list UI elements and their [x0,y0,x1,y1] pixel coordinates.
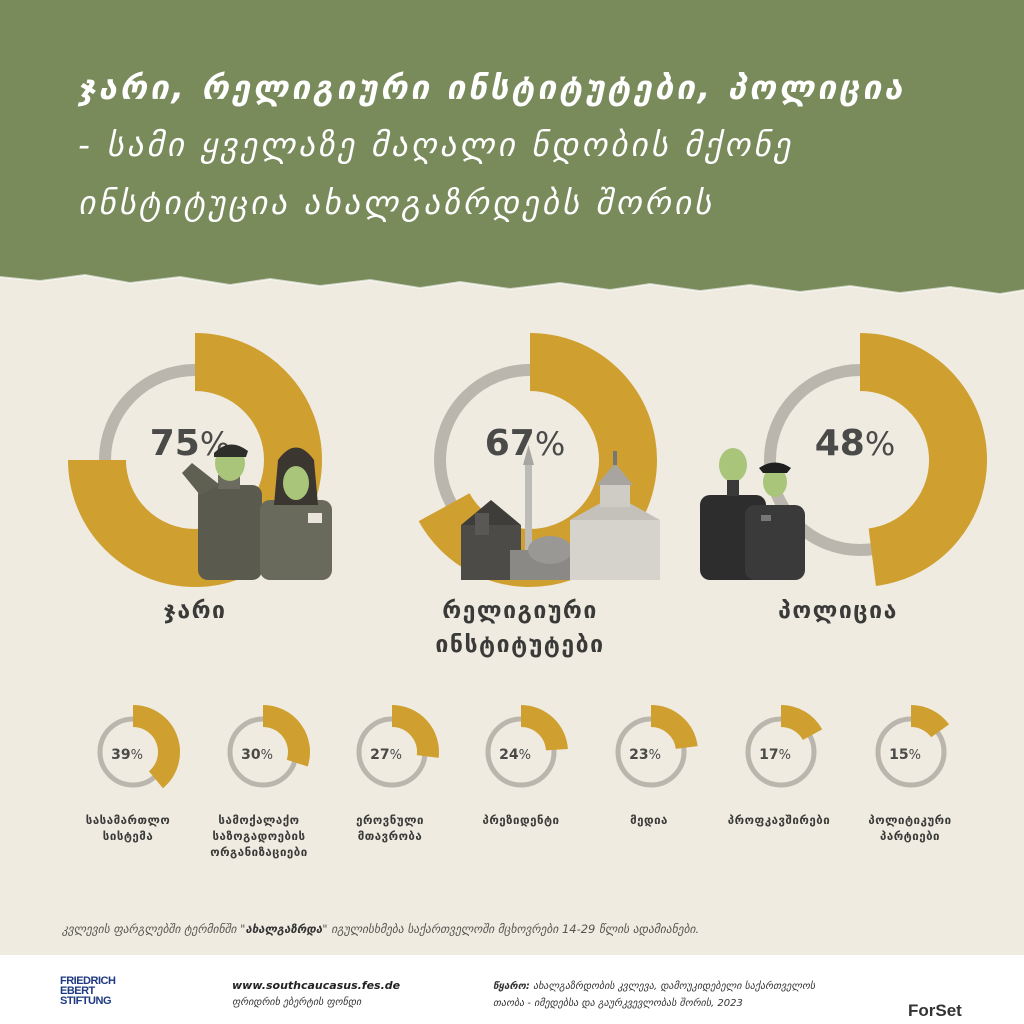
footer: FRIEDRICH EBERT STIFTUNG www.southcaucas… [0,956,1024,1024]
donut-track [485,716,557,788]
donut-track [745,716,817,788]
big-label-line: რელიგიური [442,598,598,624]
small-donut-chart: 24% [475,705,568,802]
fes-logo-line: FRIEDRICH [60,975,116,987]
small-label-line: პოლიტიკური [868,813,952,827]
small-label-line: მედია [630,813,668,827]
donut-value-arc [132,705,180,789]
small-label-line: ორგანიზაციები [210,845,308,859]
small-donut-chart: 15% [865,705,957,802]
small-label-line: სისტემა [102,829,154,843]
small-label-political-parties: პოლიტიკური პარტიები [845,812,975,844]
fes-logo-line: EBERT [60,985,95,997]
footnote-term: ახალგაზრდა [245,922,323,936]
title-line-3: ინსტიტუცია ახალგაზრდებს შორის [78,183,715,222]
small-label-civil-society: სამოქალაქო საზოგადოების ორგანიზაციები [194,812,324,860]
small-label-national-government: ეროვნული მთავრობა [325,812,455,844]
divider [0,955,1024,956]
percent-label: 24% [499,747,531,763]
percent-label: 27% [370,747,402,763]
donut-chart-army: 75% [68,333,332,589]
percent-label: 15% [889,747,921,763]
fes-logo-line: STIFTUNG [60,995,112,1007]
small-label-president: პრეზიდენტი [456,812,586,828]
footnote-after: " იგულისხმება საქართველოში მცხოვრები 14-… [322,922,700,936]
donut-chart-religious-institutions: 67% [405,333,660,589]
small-donut-chart: 17% [735,705,827,802]
small-donut-chart: 23% [605,705,698,802]
donut-value-arc [262,705,310,767]
source-label: წყარო: [493,981,530,992]
small-label-line: სამოქალაქო [218,813,300,827]
big-label-line: ინსტიტუტები [435,632,605,658]
big-label-police: პოლიცია [738,594,938,628]
percent-label: 39% [111,747,143,763]
small-donut-chart: 39% [87,705,180,802]
percent-label: 48% [815,423,896,464]
percent-label: 23% [629,747,661,763]
title-line-2: - სამი ყველაზე მაღალი ნდობის მქონე [78,125,794,164]
donut-value-arc [780,705,823,741]
small-label-trade-unions: პროფკავშირები [714,812,844,828]
source-text: ახალგაზრდობის კვლევა, დამოუკიდებელი საქა… [493,981,816,1009]
donut-value-arc [650,705,698,750]
percent-label: 75% [150,423,231,464]
title-line-1: ჯარი, რელიგიური ინსტიტუტები, პოლიცია [78,68,906,107]
small-label-media: მედია [584,812,714,828]
small-label-line: პრეზიდენტი [482,813,560,827]
soldiers-image [182,444,332,580]
donut-value-arc [859,333,987,586]
footnote-before: კვლევის ფარგლებში ტერმინში " [62,922,246,936]
small-label-courts: სასამართლო სისტემა [63,812,193,844]
small-label-line: მთავრობა [357,829,423,843]
small-label-line: სასამართლო [85,813,171,827]
footnote: კვლევის ფარგლებში ტერმინში "ახალგაზრდა" … [62,922,962,936]
small-label-line: საზოგადოების [212,829,306,843]
big-label-line: ჯარი [163,598,227,624]
torn-paper-edge [0,255,1024,300]
churches-image [461,445,660,580]
small-donut-chart: 27% [346,705,439,802]
fes-logo: FRIEDRICH EBERT STIFTUNG [60,975,116,1007]
small-label-line: პარტიები [879,829,941,843]
big-label-army: ჯარი [95,594,295,628]
donut-value-arc [391,705,439,758]
donut-chart-police: 48% [700,333,987,589]
website-link[interactable]: www.southcaucasus.fes.de [232,979,401,992]
percent-label: 17% [759,747,791,763]
donut-track [615,716,687,788]
small-donut-chart: 30% [217,705,310,802]
forset-logo: ForSet [908,1001,962,1020]
small-label-line: პროფკავშირები [727,813,831,827]
big-label-line: პოლიცია [778,598,898,624]
big-label-religious-institutions: რელიგიური ინსტიტუტები [400,594,640,662]
source-citation: წყარო: ახალგაზრდობის კვლევა, დამოუკიდებე… [493,978,823,1012]
header-banner: ჯარი, რელიგიური ინსტიტუტები, პოლიცია - ს… [0,0,1024,300]
organization-name: ფრიდრიხ ებერტის ფონდი [232,997,362,1008]
percent-label: 30% [241,747,273,763]
donut-value-arc [520,705,568,752]
donut-value-arc [910,705,950,738]
police-officers-image [700,448,805,580]
small-label-line: ეროვნული [356,813,424,827]
